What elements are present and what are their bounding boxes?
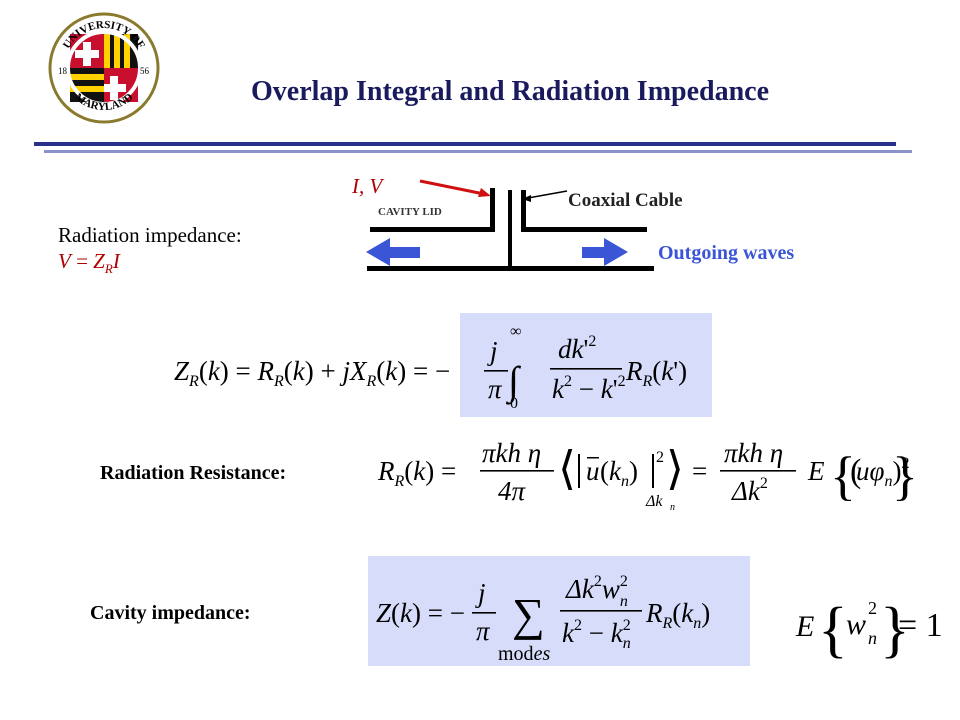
svg-text:}: } [880, 596, 910, 664]
svg-text:dk'2: dk'2 [558, 333, 596, 364]
radiation-resistance-label: Radiation Resistance: [100, 462, 287, 484]
svg-text:= 1: = 1 [898, 607, 943, 644]
svg-text:RR(k) =: RR(k) = [377, 456, 456, 490]
svg-text:Δk2: Δk2 [731, 475, 768, 506]
svg-text:modes: modes [498, 643, 550, 665]
svg-text:w: w [846, 608, 866, 641]
logo-year-left: 18 [58, 66, 68, 76]
cavity-lid-label: CAVITY LID [378, 206, 442, 218]
impedance-equation-box [460, 313, 712, 417]
right-arrow-icon [582, 238, 628, 266]
svg-text:j: j [475, 578, 486, 608]
radiation-impedance-label: Radiation impedance: V = ZRI [58, 222, 242, 278]
svg-text:2: 2 [656, 449, 664, 466]
slide-title: Overlap Integral and Radiation Impedance [250, 76, 770, 107]
svg-text:E: E [795, 610, 814, 643]
svg-text:π: π [488, 374, 503, 404]
svg-text:RR(k'): RR(k') [625, 356, 687, 390]
svg-text:Δk: Δk [645, 493, 663, 510]
cavity-impedance-label: Cavity impedance: [90, 602, 251, 624]
outgoing-waves-label: Outgoing waves [658, 242, 795, 264]
svg-text:}: } [892, 446, 918, 506]
svg-text:⟨: ⟨ [558, 443, 576, 494]
svg-text:∞: ∞ [510, 323, 521, 340]
cavity-impedance-equation-box [368, 556, 750, 666]
radiation-impedance-equation: V = ZRI [58, 249, 120, 277]
svg-text:{: { [830, 446, 856, 506]
cavity-coax-diagram [366, 179, 654, 271]
svg-text:πkh η: πkh η [724, 438, 783, 468]
svg-text:RR(kn): RR(kn) [645, 598, 710, 632]
svg-text:k2 − k2n: k2 − k2 n [562, 617, 631, 652]
svg-text:E: E [807, 456, 825, 486]
svg-text:=: = [692, 456, 707, 486]
svg-text:π: π [476, 616, 491, 646]
svg-text:uφn)2: uφn)2 [856, 455, 909, 490]
svg-text:k2 − k'2: k2 − k'2 [552, 373, 626, 404]
logo-year-right: 56 [140, 66, 150, 76]
left-arrow-icon [366, 238, 420, 266]
svg-text:4π: 4π [498, 476, 527, 506]
svg-text:∫: ∫ [505, 358, 522, 405]
coaxial-cable-label: Coaxial Cable [568, 190, 683, 211]
svg-text:0: 0 [510, 395, 518, 412]
current-voltage-label: I, V [352, 174, 383, 198]
svg-text:∑: ∑ [512, 589, 545, 640]
svg-text:j: j [487, 336, 498, 366]
svg-text:n: n [868, 628, 877, 648]
university-of-maryland-logo: UNIVERSITY OF MARYLAND 18 56 [48, 12, 160, 124]
svg-text:(: ( [850, 453, 861, 490]
svg-text:Z(k) = −: Z(k) = − [376, 598, 465, 628]
title-separator [34, 142, 912, 153]
svg-text:⟩: ⟩ [666, 443, 684, 494]
radiation-impedance-text: Radiation impedance: [58, 223, 242, 247]
svg-text:(kn): (kn) [600, 456, 638, 490]
svg-text:πkh η: πkh η [482, 438, 541, 468]
svg-text:ZR(k) = RR(k) + jXR(k) = −: ZR(k) = RR(k) + jXR(k) = − [174, 356, 450, 390]
svg-text:n: n [670, 502, 675, 513]
svg-text:{: { [818, 596, 848, 664]
svg-text:2: 2 [868, 598, 877, 618]
svg-text:u: u [586, 456, 600, 486]
